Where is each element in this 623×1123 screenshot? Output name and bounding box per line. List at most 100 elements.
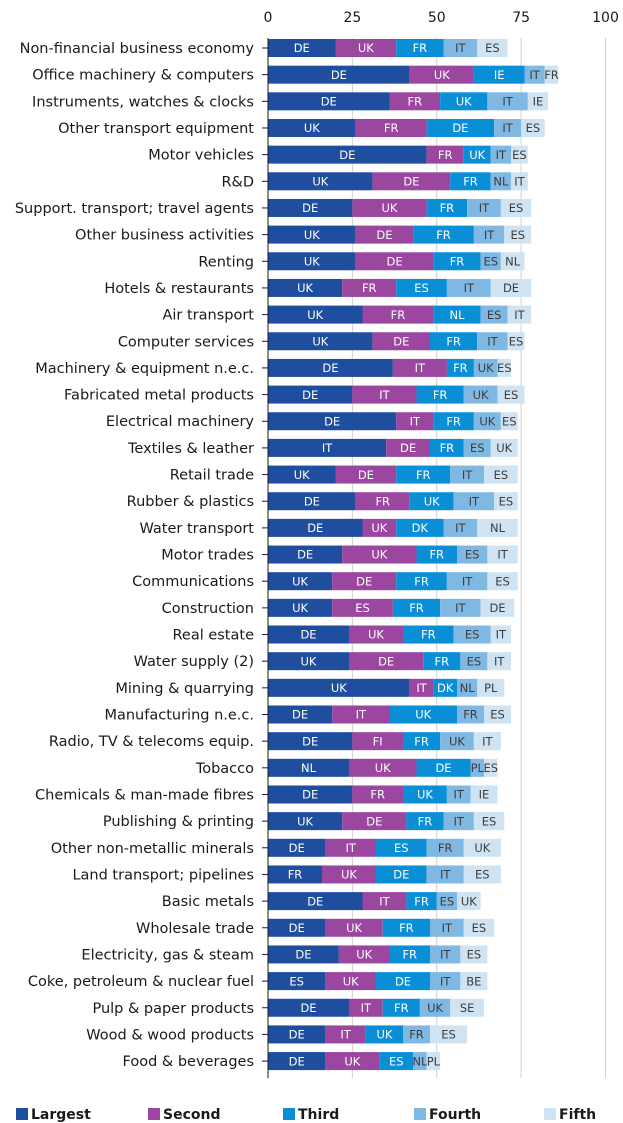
bar-segment-third [396,518,444,537]
category-label: Chemicals & man-made fibres [35,787,254,803]
segment-country-label: DE [435,761,451,775]
bar-segment-fifth [484,465,518,484]
segment-country-label: FR [409,1028,424,1042]
bar-segment-fifth [457,892,481,911]
segment-country-label: UK [473,388,489,402]
bar-segment-second [355,252,434,271]
bar-segment-fourth [490,172,511,191]
segment-country-label: ES [526,121,541,135]
bar-segment-third [382,998,420,1017]
segment-country-label: DE [289,1054,305,1068]
segment-country-label: DE [378,654,394,668]
segment-country-label: IT [497,548,508,562]
bar-segment-fifth [511,172,528,191]
bar-segment-third [403,785,447,804]
bar-segment-fifth [463,838,501,857]
bar-segment-second [389,92,441,111]
bar-segment-largest [268,412,397,431]
legend-label: Fourth [429,1107,481,1123]
bar-segment-fifth [487,545,518,564]
segment-country-label: IT [496,628,507,642]
segment-country-label: ES [440,894,455,908]
legend-label: Third [298,1107,339,1123]
segment-country-label: FR [446,334,461,348]
segment-country-label: DE [289,841,305,855]
bar-segment-largest [268,92,390,111]
bar-segment-largest [268,945,339,964]
segment-country-label: FR [399,921,414,935]
bar-segment-fifth [490,278,532,297]
bar-segment-second [372,332,430,351]
segment-country-label: UK [449,734,465,748]
segment-country-label: DE [300,628,316,642]
bar-segment-largest [268,385,353,404]
category-label: Construction [162,601,254,617]
bar-segment-second [355,118,427,137]
segment-country-label: UK [479,414,495,428]
segment-country-label: IE [479,788,490,802]
bar-segment-largest [268,198,353,217]
segment-country-label: ES [497,361,512,375]
bar-segment-second [362,518,397,537]
bar-segment-third [433,252,481,271]
segment-country-label: NL [490,521,506,535]
bar-segment-third [376,838,427,857]
bar-segment-largest [268,1025,326,1044]
bar-segment-third [396,39,444,57]
bar-segment-fifth [504,225,532,244]
segment-country-label: FR [433,388,448,402]
segment-country-label: FR [446,414,461,428]
segment-country-label: UK [415,708,431,722]
bar-segment-third [423,652,461,671]
bar-segment-fourth [450,465,484,484]
bar-segment-second [332,705,390,724]
bar-segment-second [335,39,397,57]
category-label: Air transport [162,308,254,324]
bar-segment-second [325,918,383,937]
segment-country-label: ES [475,868,490,882]
bar-segment-second [372,172,451,191]
bar-segment-fourth [443,39,478,57]
segment-country-label: IT [440,948,451,962]
category-label: Mining & quarrying [115,681,254,697]
segment-country-label: ES [441,1028,456,1042]
segment-country-label: FR [416,468,431,482]
bar-segment-second [352,198,427,217]
category-label: Instruments, watches & clocks [32,94,254,110]
bar-segment-fourth [467,198,501,217]
bar-segment-third [426,198,468,217]
bar-segment-largest [268,332,373,351]
segment-country-label: UK [343,974,359,988]
bar-segment-fourth [453,625,491,644]
segment-country-label: IT [462,574,473,588]
bar-segment-third [426,118,495,137]
segment-country-label: FR [288,868,303,882]
bar-segment-fifth [477,518,518,537]
bar-segment-second [338,945,390,964]
bar-segment-second [322,865,376,884]
bar-segment-fourth [453,492,495,511]
bar-segment-largest [268,518,363,537]
segment-country-label: IT [502,95,513,109]
legend-swatch-third [283,1108,295,1120]
segment-country-label: FR [414,734,429,748]
bar-segment-third [416,758,471,777]
bar-segment-largest [268,492,356,511]
segment-country-label: NL [493,175,509,189]
bar-segment-fourth [477,332,508,351]
category-label: Electrical machinery [106,414,255,430]
category-label: Textiles & leather [127,441,254,457]
segment-country-label: DE [295,948,311,962]
bar-segment-fifth [497,385,525,404]
bar-segment-fifth [494,492,518,511]
segment-country-label: UK [461,894,477,908]
bar-segment-fourth [473,358,498,377]
bar-segment-second [349,758,417,777]
bar-segment-third [433,305,481,324]
segment-country-label: UK [292,574,308,588]
legend-label: Second [163,1107,220,1123]
bar-segment-fifth [460,972,488,991]
category-label: Fabricated metal products [64,388,254,404]
segment-country-label: FR [438,148,453,162]
